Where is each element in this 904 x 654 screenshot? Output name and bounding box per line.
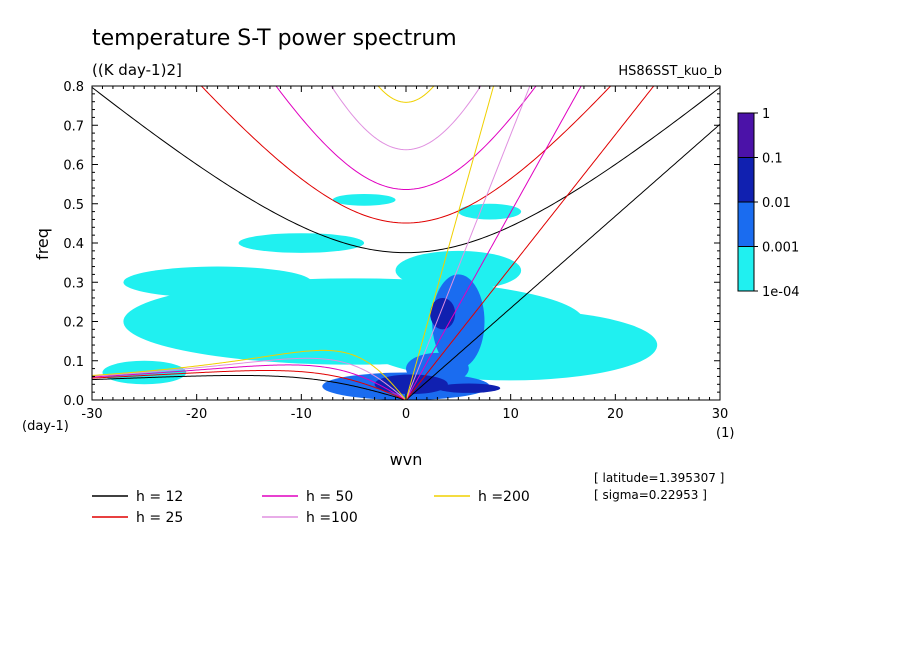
kelvin-curve-4 — [405, 86, 495, 400]
x-tick-label: -10 — [291, 407, 312, 422]
legend-label: h = 25 — [136, 510, 183, 526]
run-name: HS86SST_kuo_b — [618, 64, 722, 79]
x-tick-label: -30 — [81, 407, 102, 422]
x-tick-label: 30 — [712, 407, 729, 422]
kelvin-curve-0 — [405, 123, 720, 400]
y-tick-label: 0.5 — [63, 198, 84, 213]
gravity-curve-1 — [200, 86, 612, 224]
colorbar-label: 0.1 — [762, 152, 783, 167]
spectral-regions — [102, 193, 658, 400]
gravity-curve-2 — [275, 86, 537, 191]
spectral-region-12 — [437, 383, 501, 393]
latitude-info: [ latitude=1.395307 ] — [594, 471, 724, 485]
rossby-curve-2 — [92, 364, 407, 400]
axis-ticks: -30 -20 -10 0 10 20 30 0.0 0.1 0.2 0.3 0.4 0.5 0.6 0.7… — [63, 80, 728, 422]
y-axis-label: freq — [33, 228, 52, 260]
rossby-curve-0 — [92, 374, 407, 400]
y-tick-label: 0.0 — [63, 394, 84, 409]
rossby-curve-4 — [92, 349, 407, 400]
y-tick-label: 0.1 — [63, 355, 84, 370]
kelvin-curve-3 — [405, 86, 531, 400]
colorbar-swatch — [737, 201, 755, 247]
legend-label: h =100 — [306, 510, 358, 526]
dispersion-curves — [92, 86, 720, 400]
x-tick-label: 20 — [607, 407, 624, 422]
colorbar-label: 0.01 — [762, 196, 791, 211]
spectral-region-6 — [395, 250, 522, 291]
spectral-region-4 — [332, 193, 396, 206]
y-tick-label: 0.7 — [63, 119, 84, 134]
legend-label: h = 50 — [306, 489, 353, 505]
colorbar-swatch — [737, 112, 755, 158]
units-label: ((K day-1)2] — [92, 61, 182, 79]
y-tick-label: 0.2 — [63, 316, 84, 331]
spectral-region-3 — [238, 233, 365, 253]
colorbar-swatch — [737, 246, 755, 292]
x-tick-label: -20 — [186, 407, 207, 422]
colorbar-label: 1e-04 — [762, 285, 800, 300]
colorbar-label: 0.001 — [762, 241, 799, 256]
spectral-region-13 — [430, 297, 456, 330]
legend-label: h = 12 — [136, 489, 183, 505]
x-tick-label: 0 — [402, 407, 410, 422]
gravity-curve-0 — [92, 86, 720, 254]
sigma-info: [ sigma=0.22953 ] — [594, 488, 707, 502]
kelvin-curve-1 — [405, 86, 655, 400]
spectral-region-9 — [432, 274, 485, 369]
legend-label: h =200 — [478, 489, 530, 505]
spectral-region-2 — [123, 266, 312, 298]
rossby-curve-1 — [92, 370, 407, 400]
y-unit-label: (day-1) — [22, 419, 69, 434]
x-tick-label: 10 — [502, 407, 519, 422]
colorbar-label: 1 — [762, 107, 770, 122]
y-tick-label: 0.3 — [63, 276, 84, 291]
gravity-curve-4 — [377, 86, 435, 103]
legend: h = 12 h = 25 h = 50 h =100 h =200 — [92, 489, 530, 526]
chart-title: temperature S-T power spectrum — [92, 26, 457, 51]
kelvin-curve-2 — [405, 86, 582, 400]
x-unit-label: (1) — [716, 426, 734, 441]
spectral-region-5 — [458, 203, 522, 220]
rossby-curve-3 — [92, 357, 407, 400]
colorbar: 1 0.1 0.01 0.001 1e-04 — [737, 107, 800, 300]
y-tick-label: 0.4 — [63, 237, 84, 252]
x-axis-label: wvn — [390, 450, 423, 469]
colorbar-swatch — [737, 157, 755, 203]
gravity-curve-3 — [330, 86, 482, 151]
y-tick-label: 0.8 — [63, 80, 84, 95]
y-tick-label: 0.6 — [63, 159, 84, 174]
